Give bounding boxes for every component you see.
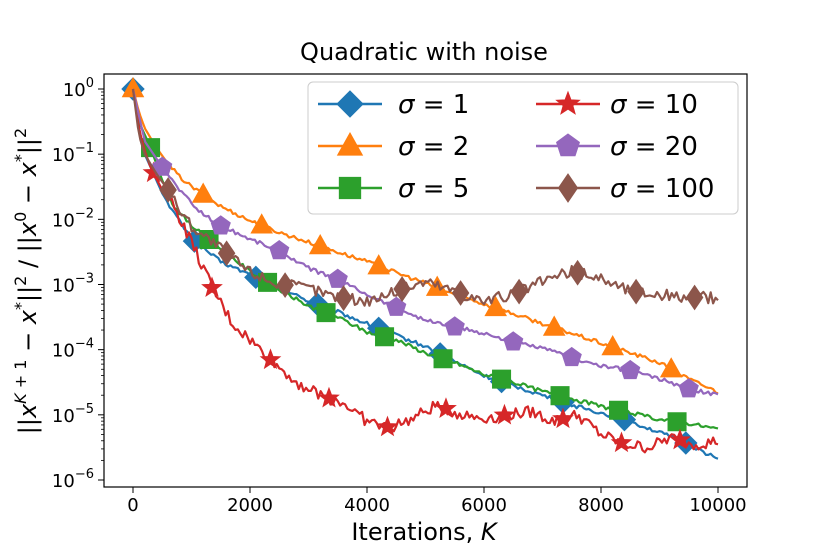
y-tick-label: 10−2 bbox=[52, 206, 94, 231]
data-marker bbox=[601, 335, 625, 356]
x-tick-label: 0 bbox=[127, 495, 138, 516]
legend-marker bbox=[336, 131, 364, 156]
data-marker bbox=[550, 386, 570, 406]
data-marker bbox=[610, 431, 633, 453]
data-marker bbox=[327, 268, 348, 288]
x-tick-label: 10000 bbox=[689, 495, 746, 516]
legend-entry: σ = 20 bbox=[536, 132, 698, 162]
legend-entry: σ = 100 bbox=[536, 173, 714, 204]
data-marker bbox=[159, 177, 177, 203]
data-marker bbox=[542, 315, 566, 336]
data-marker bbox=[259, 348, 282, 370]
data-marker bbox=[250, 213, 274, 234]
data-marker bbox=[667, 412, 687, 432]
series-layer bbox=[121, 76, 719, 460]
series-100 bbox=[131, 88, 719, 312]
data-marker bbox=[433, 349, 453, 369]
legend-marker bbox=[556, 133, 580, 157]
x-tick-label: 2000 bbox=[227, 495, 273, 516]
data-marker bbox=[367, 254, 391, 275]
x-axis: 0 2000 4000 6000 8000 10000 bbox=[127, 487, 747, 516]
data-marker bbox=[444, 316, 465, 336]
data-marker bbox=[685, 284, 704, 311]
legend-label: σ = 10 bbox=[610, 90, 698, 120]
data-marker bbox=[510, 278, 528, 305]
data-marker bbox=[217, 240, 236, 267]
data-marker bbox=[201, 276, 223, 298]
legend-entry: σ = 10 bbox=[536, 90, 698, 120]
data-marker bbox=[678, 378, 699, 398]
data-marker bbox=[375, 327, 395, 347]
data-marker bbox=[609, 400, 629, 420]
legend-label: σ = 5 bbox=[398, 174, 469, 204]
data-marker bbox=[376, 415, 399, 437]
data-marker bbox=[492, 369, 512, 389]
data-marker bbox=[393, 276, 411, 302]
data-marker bbox=[620, 359, 641, 380]
y-tick-label: 100 bbox=[63, 76, 94, 101]
data-marker bbox=[552, 407, 574, 429]
data-marker bbox=[386, 296, 407, 316]
data-marker bbox=[484, 295, 508, 317]
legend-marker bbox=[555, 90, 581, 115]
plot-frame bbox=[103, 73, 748, 488]
legend-marker bbox=[336, 90, 364, 118]
data-marker bbox=[318, 386, 340, 408]
legend-entry: σ = 5 bbox=[318, 174, 469, 204]
y-tick-label: 10−3 bbox=[52, 272, 94, 297]
x-axis-title: Iterations, K bbox=[351, 518, 499, 546]
y-tick-label: 10−1 bbox=[52, 141, 94, 166]
data-marker bbox=[276, 272, 294, 299]
data-marker bbox=[425, 275, 449, 296]
legend-entry: σ = 2 bbox=[318, 131, 469, 162]
data-marker bbox=[503, 331, 524, 351]
legend-label: σ = 1 bbox=[398, 90, 469, 120]
data-marker bbox=[152, 156, 173, 176]
data-marker bbox=[627, 278, 645, 305]
x-tick-label: 4000 bbox=[344, 495, 390, 516]
y-axis-title: ||xK + 1 − x*||2 / ||x0 − x*||2 bbox=[11, 128, 42, 434]
y-tick-label: 10−6 bbox=[52, 467, 94, 492]
data-marker bbox=[308, 234, 332, 255]
data-marker bbox=[316, 303, 336, 323]
legend-entry: σ = 1 bbox=[318, 90, 469, 120]
data-marker bbox=[669, 428, 691, 450]
x-tick-label: 6000 bbox=[461, 495, 507, 516]
y-axis: 100 10−1 10−2 10−3 10−4 10−5 10−6 bbox=[52, 76, 104, 492]
data-marker bbox=[493, 403, 516, 425]
data-marker bbox=[568, 259, 587, 286]
legend-frame bbox=[307, 81, 739, 215]
legend-marker bbox=[338, 176, 362, 200]
data-marker bbox=[334, 285, 353, 312]
series-line bbox=[131, 88, 719, 397]
y-tick-label: 10−5 bbox=[52, 402, 94, 427]
legend-label: σ = 2 bbox=[398, 132, 469, 162]
data-marker bbox=[451, 280, 470, 306]
data-marker bbox=[269, 239, 290, 260]
data-marker bbox=[191, 182, 215, 203]
chart-title: Quadratic with noise bbox=[300, 38, 548, 66]
data-marker bbox=[561, 346, 582, 367]
legend-label: σ = 20 bbox=[610, 132, 698, 162]
y-tick-label: 10−4 bbox=[52, 337, 94, 362]
legend-marker bbox=[557, 173, 579, 203]
legend: σ = 1 σ = 2 σ = 5 σ = 10 σ = 20 σ = 100 bbox=[307, 81, 739, 215]
x-tick-label: 8000 bbox=[578, 495, 624, 516]
series-20 bbox=[131, 88, 719, 398]
data-marker bbox=[210, 215, 231, 235]
data-marker bbox=[435, 397, 457, 418]
data-marker bbox=[659, 357, 683, 378]
series-10 bbox=[131, 88, 719, 454]
legend-label: σ = 100 bbox=[610, 174, 714, 204]
